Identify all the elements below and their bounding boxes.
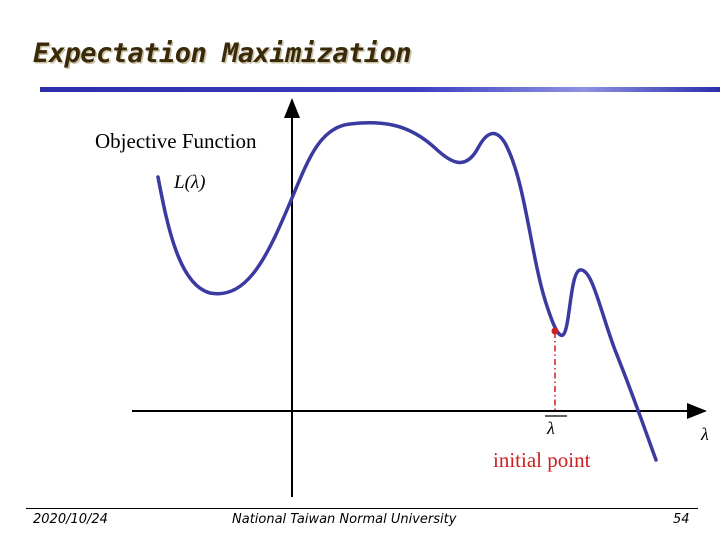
title-underline: [40, 87, 720, 92]
objective-function-label: Objective Function: [95, 129, 257, 153]
initial-point-label: initial point: [493, 448, 591, 472]
function-symbol-label: L(λ): [173, 172, 205, 193]
page-number: 54: [673, 512, 690, 527]
footer-divider: [26, 508, 698, 509]
initial-point-marker: [551, 327, 559, 335]
x-axis-label: λ: [700, 424, 709, 444]
initial-lambda-label: λ: [546, 418, 555, 438]
footer-institution: National Taiwan Normal University: [232, 512, 457, 527]
footer-date: 2020/10/24: [33, 512, 108, 527]
slide-title: Expectation Maximization: [33, 38, 412, 69]
objective-curve: [156, 121, 658, 462]
